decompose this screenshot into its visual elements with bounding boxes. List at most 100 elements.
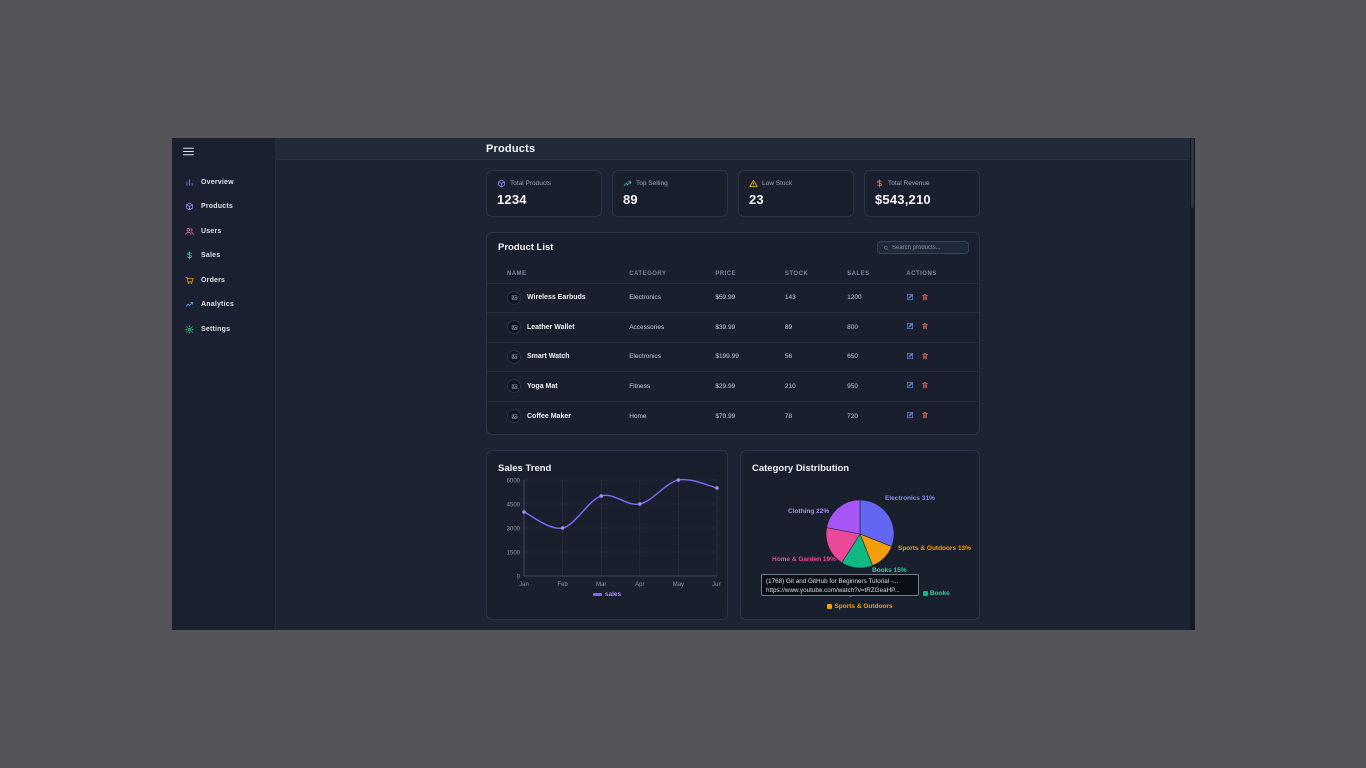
sidebar-item-users[interactable]: Users	[172, 219, 275, 244]
dollar-icon	[185, 251, 194, 260]
edit-button[interactable]	[906, 411, 914, 419]
svg-text:6000: 6000	[507, 478, 521, 484]
delete-button[interactable]	[921, 411, 929, 419]
product-list-panel: Product List Name Category Price Stock Sales…	[486, 232, 980, 435]
product-category: Electronics	[629, 353, 661, 361]
users-icon	[185, 227, 194, 236]
product-stock: 78	[784, 412, 793, 420]
stat-label: Top Selling	[636, 180, 668, 187]
sales-trend-panel: Sales Trend 0 1500 3000 4500 6000 Jan Feb Mar Ap…	[486, 450, 728, 620]
chart-title: Sales Trend	[498, 463, 552, 474]
svg-text:Jun: Jun	[712, 582, 721, 588]
svg-text:Mar: Mar	[596, 582, 606, 588]
product-price: $59.99	[715, 294, 736, 302]
product-stock: 89	[784, 323, 793, 331]
tooltip-line-1: (1768) Git and GitHub for Beginners Tuto…	[766, 578, 899, 585]
product-sales: 720	[847, 412, 858, 420]
pie-label-clothing: Clothing 22%	[788, 508, 830, 515]
pie-label-books: Books 15%	[872, 567, 907, 574]
edit-button[interactable]	[906, 352, 914, 360]
delete-button[interactable]	[921, 352, 929, 360]
legend-label: Books	[929, 590, 950, 597]
main-content: Total Products 1234 Top Selling 89 Low Stock…	[276, 160, 1190, 630]
category-distribution-panel: Category Distribution Electronics 31% Spo…	[740, 450, 980, 620]
product-sales: 1200	[847, 294, 862, 302]
stat-value: 1234	[497, 192, 527, 207]
sidebar-item-label: Sales	[201, 252, 221, 260]
column-header: Price	[715, 270, 737, 277]
package-icon	[497, 179, 506, 188]
page-title: Products	[486, 142, 536, 155]
pie-slice-electronics	[859, 499, 895, 547]
sidebar-item-sales[interactable]: Sales	[172, 244, 275, 269]
gear-icon	[185, 325, 194, 334]
sidebar-item-settings[interactable]: Settings	[172, 317, 275, 342]
product-price: $39.99	[715, 323, 736, 331]
warning-icon	[749, 179, 758, 188]
legend-item-books[interactable]: Books	[922, 590, 950, 597]
svg-text:4500: 4500	[507, 502, 521, 508]
legend-label: Sports & Outdoors	[834, 603, 893, 610]
scrollbar-thumb[interactable]	[1191, 138, 1194, 208]
sidebar: Overview Products Users Sales Orders Analytic…	[172, 138, 276, 630]
chart-title: Category Distribution	[752, 463, 850, 474]
cart-icon	[185, 276, 194, 285]
product-name: Leather Wallet	[527, 323, 575, 331]
search-icon	[883, 245, 889, 251]
search-input[interactable]	[892, 244, 968, 251]
product-thumbnail-image-icon	[507, 290, 521, 305]
delete-button[interactable]	[921, 322, 929, 330]
legend-item-sports-outdoors[interactable]: Sports & Outdoors	[827, 603, 893, 610]
product-name: Smart Watch	[527, 353, 570, 361]
legend-label: sales	[604, 591, 622, 598]
pie-label-electronics: Electronics 31%	[885, 495, 935, 502]
sidebar-item-overview[interactable]: Overview	[172, 170, 275, 195]
sidebar-item-label: Users	[201, 227, 222, 235]
stat-card-total-products: Total Products 1234	[486, 170, 602, 217]
sidebar-item-label: Products	[201, 203, 233, 211]
sidebar-item-orders[interactable]: Orders	[172, 268, 275, 293]
pie-slice-home-garden	[825, 527, 861, 564]
legend-swatch	[922, 591, 928, 596]
stat-label: Total Revenue	[888, 180, 930, 187]
legend-swatch	[592, 593, 602, 596]
product-stock: 56	[784, 353, 793, 361]
sidebar-item-products[interactable]: Products	[172, 195, 275, 220]
menu-icon[interactable]	[182, 145, 195, 158]
delete-button[interactable]	[921, 381, 929, 389]
stats-row: Total Products 1234 Top Selling 89 Low Stock…	[486, 170, 980, 217]
product-price: $199.99	[715, 353, 739, 361]
package-icon	[185, 202, 194, 211]
product-price: $79.99	[715, 412, 736, 420]
stat-card-total-revenue: Total Revenue $543,210	[864, 170, 980, 217]
pie-slice-clothing	[826, 499, 861, 535]
edit-button[interactable]	[906, 293, 914, 301]
stat-value: $543,210	[875, 192, 931, 207]
stat-label: Total Products	[510, 180, 552, 187]
table-row: Coffee Maker Home $79.99 78 720	[487, 401, 979, 431]
search-box[interactable]	[877, 241, 969, 254]
table-header-row: Name Category Price Stock Sales Actions	[487, 265, 979, 283]
sidebar-item-analytics[interactable]: Analytics	[172, 293, 275, 318]
product-category: Electronics	[629, 294, 661, 302]
trend-icon	[185, 300, 194, 309]
sales-trend-chart: 0 1500 3000 4500 6000 Jan Feb Mar Apr May Jun	[507, 478, 722, 588]
stat-card-low-stock: Low Stock 23	[738, 170, 854, 217]
edit-button[interactable]	[906, 381, 914, 389]
panel-title: Product List	[498, 242, 554, 253]
sidebar-item-label: Analytics	[201, 301, 234, 309]
tooltip-line-2: https://www.youtube.com/watch?v=tRZGeaHP…	[766, 587, 900, 594]
product-price: $29.99	[715, 382, 736, 390]
product-category: Accessories	[629, 323, 665, 331]
trending-up-icon	[623, 179, 632, 188]
edit-button[interactable]	[906, 322, 914, 330]
svg-text:Jan: Jan	[519, 582, 529, 588]
product-thumbnail-image-icon	[507, 379, 521, 394]
dollar-icon	[875, 179, 884, 188]
sales-legend[interactable]: sales	[487, 591, 727, 598]
delete-button[interactable]	[921, 293, 929, 301]
svg-text:Apr: Apr	[635, 582, 644, 588]
pie-chart-area	[741, 451, 979, 619]
scrollbar[interactable]	[1190, 138, 1195, 630]
product-thumbnail-image-icon	[507, 349, 521, 364]
